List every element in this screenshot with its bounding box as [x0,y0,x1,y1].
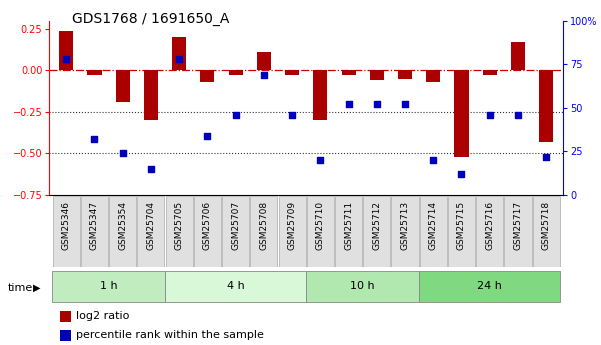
Bar [59,311,71,322]
Bar [172,37,186,70]
Point [513,112,523,118]
FancyBboxPatch shape [504,196,531,267]
Point [203,133,212,138]
Bar [398,70,412,79]
Point [259,72,269,78]
FancyBboxPatch shape [419,271,560,302]
Text: GSM25711: GSM25711 [344,201,353,250]
Text: GSM25705: GSM25705 [175,201,184,250]
Point [287,112,297,118]
FancyBboxPatch shape [335,196,362,267]
Text: GSM25716: GSM25716 [485,201,494,250]
FancyBboxPatch shape [278,196,306,267]
Point [372,101,382,107]
FancyBboxPatch shape [166,196,193,267]
Text: GSM25347: GSM25347 [90,201,99,250]
Point [457,171,466,177]
Point [344,101,353,107]
Text: GSM25346: GSM25346 [62,201,71,250]
Text: GSM25717: GSM25717 [513,201,522,250]
Text: 10 h: 10 h [350,281,375,290]
FancyBboxPatch shape [363,196,390,267]
Bar [59,330,71,341]
FancyBboxPatch shape [306,271,419,302]
Point [400,101,410,107]
Point [61,56,71,62]
Bar [483,70,497,76]
Text: GSM25714: GSM25714 [429,201,438,250]
Text: 24 h: 24 h [477,281,502,290]
Text: GSM25704: GSM25704 [147,201,156,250]
Bar [454,70,469,157]
Text: percentile rank within the sample: percentile rank within the sample [76,331,264,341]
Bar [539,70,554,142]
Bar [228,70,243,76]
Bar [341,70,356,76]
Bar [511,42,525,70]
FancyBboxPatch shape [307,196,334,267]
Bar [59,31,73,70]
Text: GSM25718: GSM25718 [542,201,551,250]
Point [316,157,325,163]
Point [174,56,184,62]
Text: GSM25706: GSM25706 [203,201,212,250]
Point [231,112,240,118]
Text: ▶: ▶ [33,283,40,293]
FancyBboxPatch shape [194,196,221,267]
Text: GSM25712: GSM25712 [372,201,381,250]
FancyBboxPatch shape [81,196,108,267]
Text: GSM25707: GSM25707 [231,201,240,250]
Bar [87,70,102,76]
Point [118,150,127,156]
Bar [370,70,384,80]
FancyBboxPatch shape [52,271,165,302]
Text: 1 h: 1 h [100,281,117,290]
Point [542,154,551,159]
Text: GSM25715: GSM25715 [457,201,466,250]
Bar [313,70,328,120]
FancyBboxPatch shape [448,196,475,267]
Bar [115,70,130,102]
FancyBboxPatch shape [138,196,165,267]
Text: GSM25708: GSM25708 [260,201,269,250]
Point [90,136,99,142]
Text: GSM25354: GSM25354 [118,201,127,250]
Text: GSM25709: GSM25709 [288,201,296,250]
FancyBboxPatch shape [222,196,249,267]
Text: GDS1768 / 1691650_A: GDS1768 / 1691650_A [72,12,230,26]
Bar [144,70,158,120]
FancyBboxPatch shape [109,196,136,267]
Text: log2 ratio: log2 ratio [76,312,129,322]
Text: 4 h: 4 h [227,281,245,290]
FancyBboxPatch shape [250,196,278,267]
Bar [426,70,441,82]
FancyBboxPatch shape [53,196,80,267]
FancyBboxPatch shape [391,196,418,267]
Bar [285,70,299,76]
FancyBboxPatch shape [165,271,306,302]
Point [485,112,495,118]
FancyBboxPatch shape [532,196,560,267]
FancyBboxPatch shape [419,196,447,267]
Text: time: time [8,283,33,293]
Point [146,166,156,171]
FancyBboxPatch shape [476,196,503,267]
Text: GSM25713: GSM25713 [400,201,409,250]
Point [429,157,438,163]
Bar [257,52,271,70]
Text: GSM25710: GSM25710 [316,201,325,250]
Bar [200,70,215,82]
